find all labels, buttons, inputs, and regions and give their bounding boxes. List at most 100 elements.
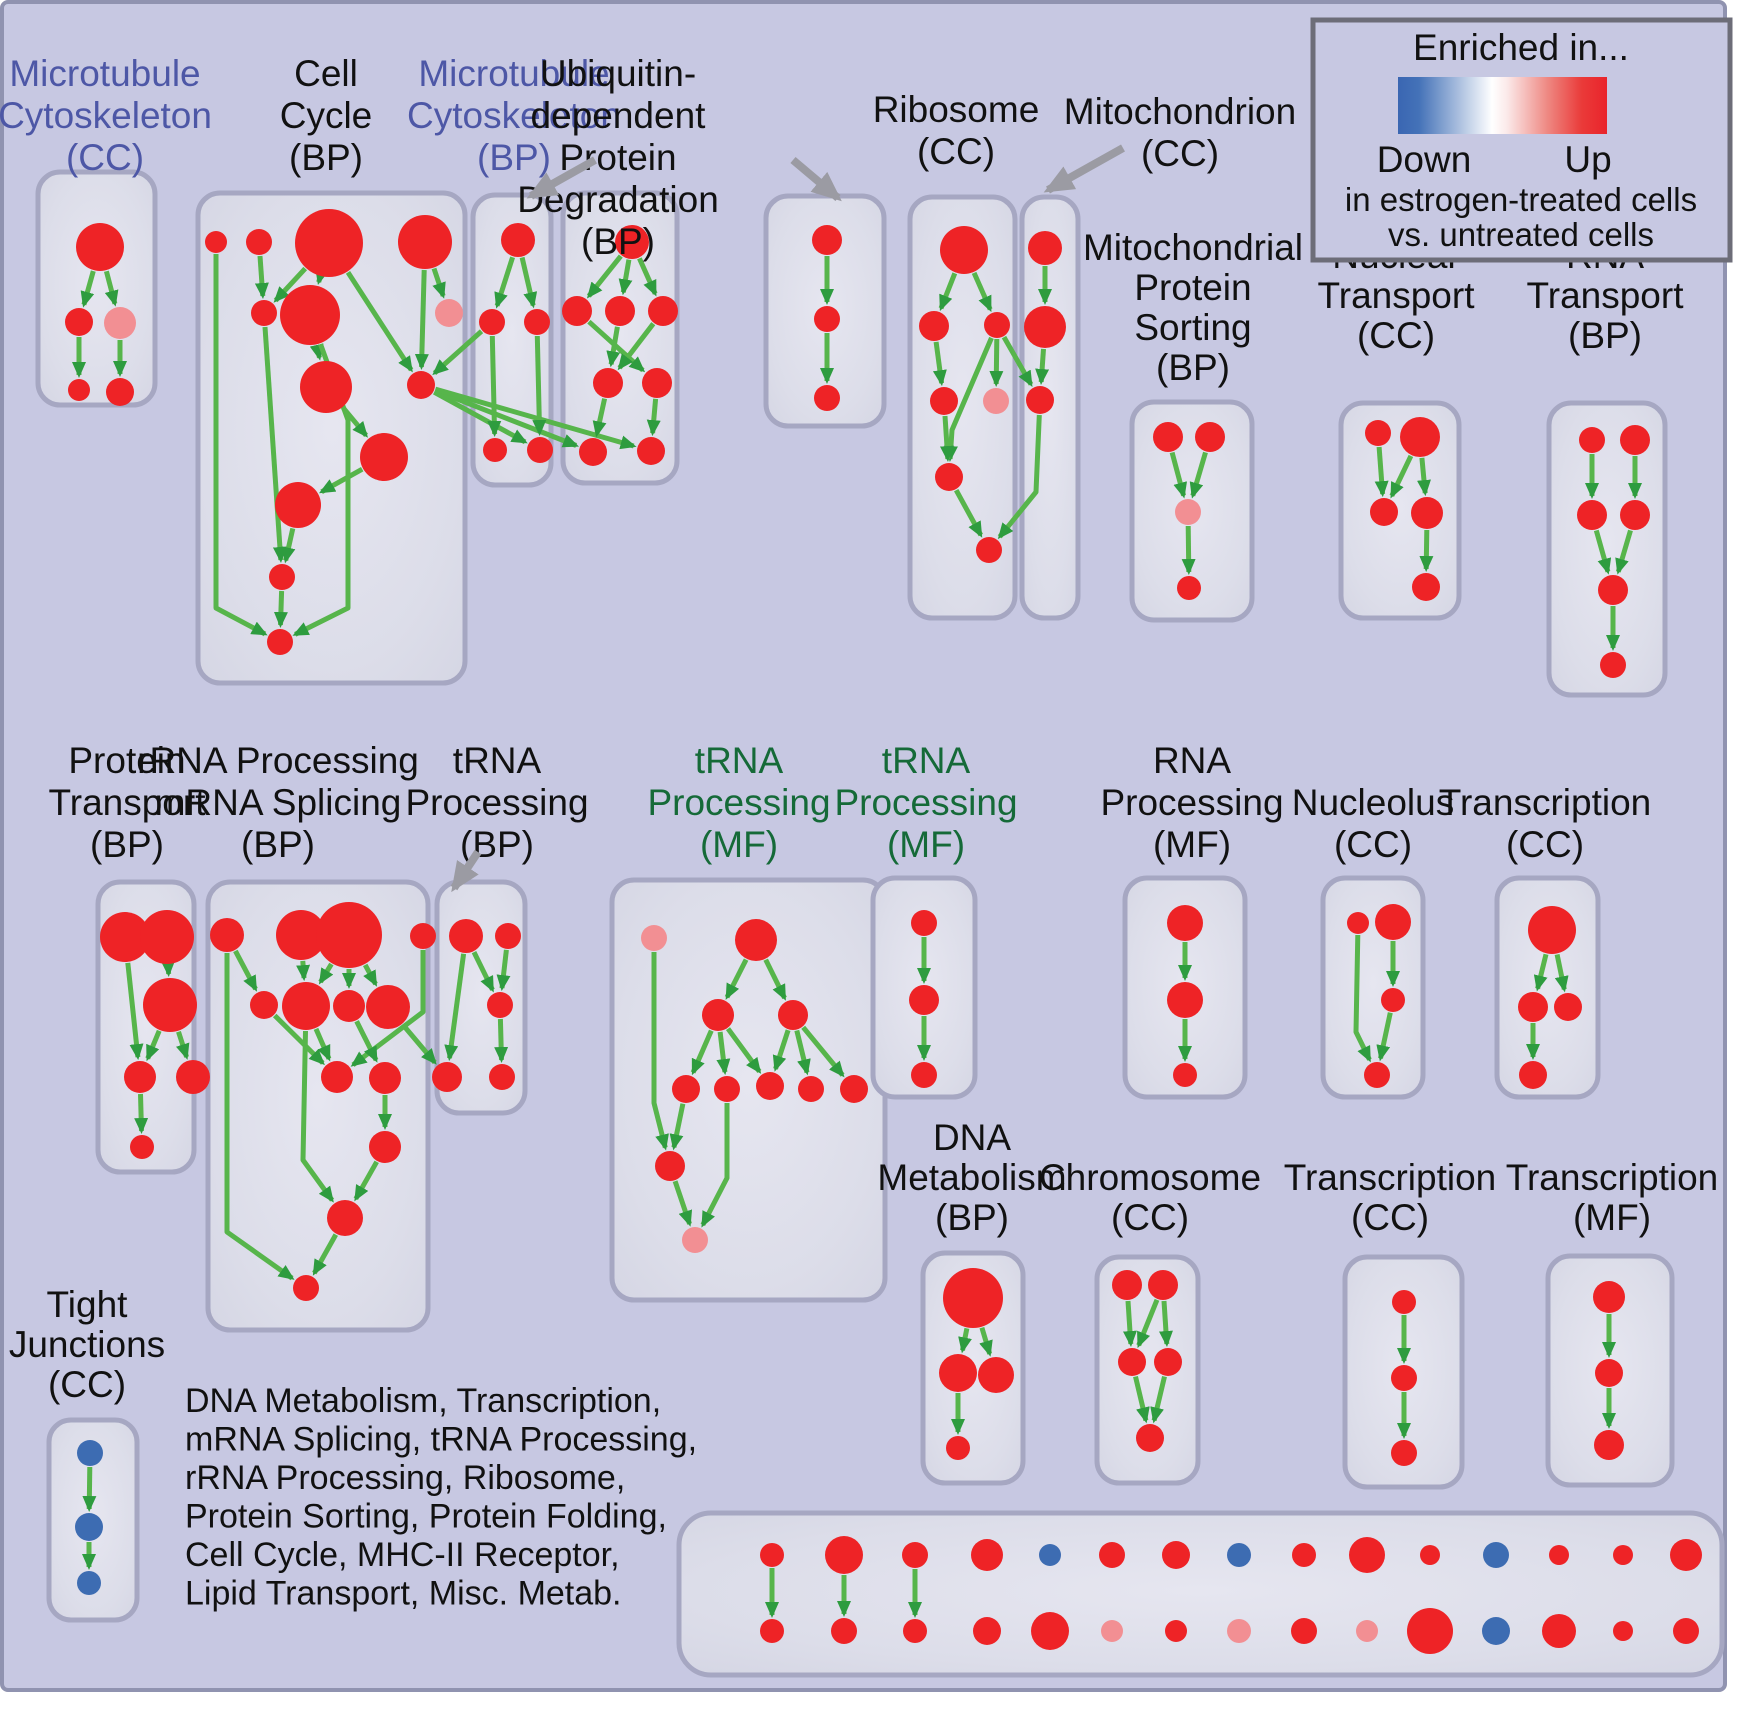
gene-set-node-tmf.g	[798, 1076, 824, 1102]
gene-set-node-ccbp.k	[275, 482, 321, 528]
gene-set-node-ubiq.f	[642, 368, 672, 398]
gene-set-node-mtcc.e	[106, 378, 134, 406]
gene-set-node-ccbp.b	[246, 229, 272, 255]
gene-set-node-ubiq.e	[593, 368, 623, 398]
gene-set-node-rrna.c	[316, 902, 382, 968]
gene-set-node-tmf.q	[682, 1227, 708, 1253]
gene-set-node-rrna.g	[333, 990, 365, 1022]
gene-set-node-misc.b10	[1356, 1620, 1378, 1642]
gene-set-node-tmf.c	[778, 1000, 808, 1030]
gene-set-node-rrna.d	[410, 923, 436, 949]
gene-set-node-rrna.m	[293, 1275, 319, 1301]
label-rrna-label: rRNA Processing mRNA Splicing (BP)	[137, 740, 419, 865]
relationship-edges	[72, 254, 1642, 1618]
gene-set-node-misc.b5	[1031, 1612, 1069, 1650]
gene-set-node-tmf.h	[840, 1075, 868, 1103]
gene-set-node-misc.b6	[1101, 1620, 1123, 1642]
edge-ccbp.c-to-ccbp.i	[345, 271, 414, 373]
gene-set-node-rt.a	[1579, 427, 1605, 453]
gene-set-node-mtbp.a	[501, 223, 535, 257]
gene-set-node-dna.c	[978, 1357, 1014, 1393]
gene-set-node-rt.e	[1598, 575, 1628, 605]
edge-mps.b-to-mps.c	[1189, 451, 1208, 499]
gene-set-node-mtcc.d	[68, 379, 90, 401]
label-ribo-label: Ribosome (CC)	[873, 89, 1040, 172]
go-term-nodes	[65, 209, 1702, 1654]
edge-tbp.c-to-tbp.e	[494, 1018, 509, 1063]
group-labels: Microtubule Cytoskeleton (CC) Cell Cycle (BP)…	[0, 53, 1718, 1613]
gene-set-node-chr.e	[1136, 1424, 1164, 1452]
legend-title: Enriched in...	[1413, 27, 1629, 68]
edge-mps.c-to-mps.d	[1181, 525, 1196, 575]
legend: Enriched in... Down Up in estrogen-treat…	[1310, 17, 1733, 263]
gene-set-node-tmf.a	[735, 919, 777, 961]
gene-set-node-misc.b12	[1482, 1617, 1510, 1645]
label-mtcc-label: Microtubule Cytoskeleton (CC)	[0, 53, 212, 178]
gene-set-node-misc.b13	[1542, 1614, 1576, 1648]
edge-ccbp.e-to-ccbp.l	[262, 326, 287, 563]
edge-ribo.a-to-ribo.b	[938, 272, 958, 312]
gene-set-node-nt.d	[1411, 497, 1443, 529]
edge-dna.a-to-dna.c	[979, 1326, 993, 1357]
gene-set-node-nuc.b	[1375, 904, 1411, 940]
edge-tmf.b-to-tmf.e	[716, 1031, 731, 1076]
edge-pt.a-to-pt.d	[125, 962, 144, 1061]
edge-tcc1.a-to-tcc1.b	[1533, 953, 1549, 992]
gene-set-node-rt.b	[1620, 425, 1650, 455]
edge-ccbp.b-to-ccbp.e	[254, 255, 269, 299]
group-box-chr	[1094, 1254, 1201, 1486]
gene-set-node-mtbp.c	[524, 309, 550, 335]
gene-set-node-ribo.e	[983, 388, 1009, 414]
gene-set-node-nuc.c	[1381, 988, 1405, 1012]
gene-set-node-mps.b	[1195, 422, 1225, 452]
gene-set-node-tmfb.c	[1594, 1430, 1624, 1460]
gene-set-node-dna.d	[946, 1436, 970, 1460]
gene-set-node-rrna.f	[282, 982, 330, 1030]
label-note: DNA Metabolism, Transcription, mRNA Splic…	[185, 1382, 697, 1613]
edge-ubiq.c-to-ubiq.e	[606, 326, 621, 368]
edge-tbp.b-to-tbp.c	[496, 949, 511, 992]
label-tj-label: Tight Junctions (CC)	[9, 1284, 165, 1405]
gene-set-node-pt.f	[130, 1135, 154, 1159]
gene-set-node-tcc1.b	[1518, 992, 1548, 1022]
gene-set-node-tcc2.b	[1391, 1365, 1417, 1391]
edge-ccbp.f-to-ccbp.h	[309, 343, 324, 361]
edge-tmf.p-to-tmf.i	[651, 952, 669, 1151]
gene-set-node-mito.c	[1026, 386, 1054, 414]
edge-rt.d-to-rt.e	[1615, 529, 1633, 575]
label-tcc1-label: Transcription (CC)	[1439, 782, 1651, 865]
gene-set-node-misc.b3	[903, 1619, 927, 1643]
edge-tmf.b-to-tmf.f	[725, 1027, 762, 1074]
gene-set-node-mps.d	[1177, 576, 1201, 600]
gene-set-node-ribo.g	[976, 537, 1002, 563]
label-pt-label: Protein Transport (BP)	[49, 740, 207, 865]
gene-set-node-misc.t14	[1613, 1545, 1633, 1565]
gene-set-node-mtbp.b	[479, 309, 505, 335]
edge-tj.a-to-tj.b	[82, 1466, 97, 1512]
label-tmf2-label: tRNA Processing (MF)	[834, 740, 1017, 865]
gene-set-node-tbp.d	[432, 1062, 462, 1092]
edge-rrna.a-to-rrna.e	[233, 949, 258, 992]
gene-set-node-ribo.a	[940, 226, 988, 274]
edge-ubiq.a-to-ubiq.b	[586, 254, 623, 299]
gene-set-node-ccbp.l	[269, 564, 295, 590]
gene-set-node-pt.e	[176, 1060, 210, 1094]
edge-mito.c-to-ribo.g	[997, 414, 1042, 540]
gene-set-node-misc.t15	[1670, 1539, 1702, 1571]
edge-mtbp.a-to-mtbp.c	[519, 256, 538, 309]
gene-set-node-chr.a	[1112, 1270, 1142, 1300]
edge-tmf.c-to-tmf.g	[794, 1029, 811, 1076]
pointer-arrow	[1043, 144, 1125, 194]
edge-pt.d-to-pt.f	[134, 1093, 149, 1134]
gene-set-node-rt.d	[1620, 500, 1650, 530]
gene-set-node-misc.t11	[1420, 1545, 1440, 1565]
edge-tmf.c-to-tmf.f	[772, 1029, 791, 1072]
group-box-misc	[676, 1510, 1725, 1678]
gene-set-node-misc.t12	[1483, 1542, 1509, 1568]
edge-ccbp.d-to-ccbp.i	[414, 269, 429, 370]
edge-rrna.k-to-rrna.l	[353, 1160, 379, 1202]
edge-ccbp.c-to-ccbp.e	[273, 266, 308, 303]
gene-set-node-tmfb.a	[1593, 1281, 1625, 1313]
edge-ccbp.c-to-ccbp.f	[315, 267, 329, 286]
